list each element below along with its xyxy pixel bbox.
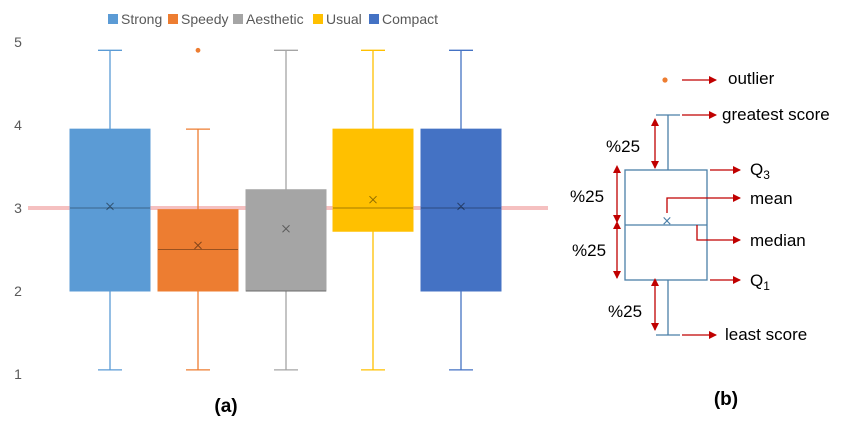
diagram-outlier-dot: [662, 77, 668, 83]
median-arrow: [696, 225, 741, 244]
mean-arrow: [666, 194, 741, 213]
box-aesthetic: [245, 49, 327, 371]
legend-label: Usual: [326, 11, 362, 27]
legend-swatch: [313, 14, 323, 24]
mean-marker: [282, 224, 290, 233]
legend-label: Strong: [121, 11, 162, 27]
box-body: [420, 128, 502, 292]
legend-label: Speedy: [181, 11, 228, 27]
legend-swatch: [233, 14, 243, 24]
median-label: median: [750, 231, 806, 250]
box-body: [69, 128, 151, 292]
quartile-pct-lower-box: %25: [572, 241, 606, 260]
q1-label: Q1: [750, 271, 770, 293]
greatest-score-label: greatest score: [722, 105, 830, 124]
quartile-pct-bottom: %25: [608, 302, 642, 321]
mean-marker: [369, 195, 377, 204]
y-axis: 1 2 3 4 5: [14, 34, 22, 382]
quartile-pct-top: %25: [606, 137, 640, 156]
boxes: [69, 47, 502, 371]
box-body: [332, 128, 414, 232]
box-compact: [420, 49, 502, 371]
y-tick-label: 5: [14, 34, 22, 50]
diagram-mean-marker: ×: [662, 214, 673, 229]
chart-legend: Strong Speedy Aesthetic Usual Compact: [108, 11, 438, 27]
box-plot-chart: Strong Speedy Aesthetic Usual Compact 12345 …: [14, 11, 548, 417]
box-body: [157, 209, 239, 292]
quartile-pct-upper-box: %25: [570, 187, 604, 206]
box-body: [245, 189, 327, 292]
y-tick-label: 2: [14, 283, 22, 299]
mean-marker: [194, 241, 202, 250]
outlier-label: outlier: [728, 69, 775, 88]
box-speedy: [157, 47, 239, 371]
mean-marker: [457, 202, 465, 211]
legend-swatch: [168, 14, 178, 24]
mean-marker: [106, 202, 114, 211]
box-usual: [332, 49, 414, 371]
least-score-label: least score: [725, 325, 807, 344]
outlier-point: [195, 47, 201, 53]
y-tick-label: 1: [14, 366, 22, 382]
box-plot-legend-diagram: outlier greatest score × least score Q3 …: [570, 69, 830, 410]
y-tick-label: 3: [14, 200, 22, 216]
legend-label: Aesthetic: [246, 11, 304, 27]
box-strong: [69, 49, 151, 371]
y-tick-label: 4: [14, 117, 22, 133]
q3-label: Q3: [750, 160, 770, 182]
legend-label: Compact: [382, 11, 438, 27]
legend-swatch: [108, 14, 118, 24]
mean-label: mean: [750, 189, 793, 208]
legend-swatch: [369, 14, 379, 24]
panel-label-b: (b): [714, 389, 738, 410]
panel-label-a: (a): [214, 396, 237, 417]
